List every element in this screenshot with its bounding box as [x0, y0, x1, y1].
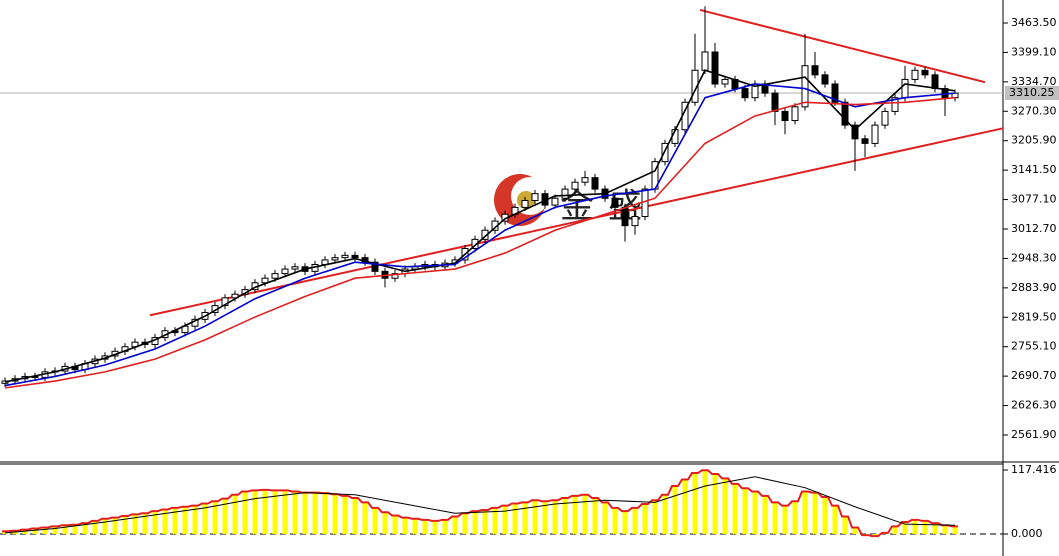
- histogram-outline: [2, 469, 958, 538]
- y-tick-label: 3205.90: [1011, 134, 1057, 147]
- y-tick-label: 2626.30: [1011, 399, 1057, 412]
- candle-body: [351, 254, 359, 259]
- candle-body: [391, 273, 399, 279]
- candle-body: [851, 124, 859, 140]
- candle-body: [281, 268, 289, 275]
- trend-line: [699, 8, 986, 84]
- y-tick-label: 0.000: [1011, 527, 1043, 540]
- y-tick-label: 3270.30: [1011, 104, 1057, 117]
- candle-body: [771, 92, 779, 112]
- y-tick-label: 3399.10: [1011, 45, 1057, 58]
- candle-body: [721, 78, 729, 85]
- candle-body: [691, 69, 699, 103]
- y-tick-label: 2755.10: [1011, 340, 1057, 353]
- y-tick-label: 3141.50: [1011, 163, 1057, 176]
- candle-body: [271, 273, 279, 279]
- candle-body: [901, 78, 909, 99]
- y-tick-label: 2690.70: [1011, 369, 1057, 382]
- y-tick-label: 3463.50: [1011, 16, 1057, 29]
- candle-body: [331, 257, 339, 261]
- candle-body: [931, 74, 939, 90]
- y-tick-label: 2948.30: [1011, 251, 1057, 264]
- candle-body: [571, 181, 579, 190]
- candle-body: [811, 65, 819, 76]
- candle-body: [701, 51, 709, 71]
- y-tick-label: 2561.90: [1011, 428, 1057, 441]
- candle-body: [821, 74, 829, 85]
- candle-body: [871, 124, 879, 144]
- candle-body: [781, 110, 789, 122]
- candle-body: [591, 177, 599, 190]
- candle-body: [741, 88, 749, 99]
- candle-body: [661, 142, 669, 163]
- candle-body: [521, 200, 529, 208]
- candle-body: [611, 197, 619, 208]
- candle-body: [231, 293, 239, 299]
- price-label-box: [1005, 86, 1059, 101]
- y-tick-label: 3077.10: [1011, 193, 1057, 206]
- y-tick-label: 117.416: [1011, 463, 1057, 476]
- y-tick-label: 3012.70: [1011, 222, 1057, 235]
- candle-body: [291, 266, 299, 270]
- candle-body: [531, 193, 539, 202]
- line-series: [4, 96, 956, 389]
- candle-body: [631, 216, 639, 227]
- candle-body: [831, 83, 839, 103]
- candle-body: [711, 51, 719, 85]
- line-series: [4, 83, 956, 387]
- candle-body: [1, 380, 9, 384]
- candle-body: [341, 254, 349, 259]
- y-tick-label: 3334.70: [1011, 75, 1057, 88]
- candle-body: [551, 197, 559, 206]
- candle-body: [921, 69, 929, 76]
- candle-body: [261, 277, 269, 284]
- candle-body: [791, 106, 799, 122]
- candle-body: [861, 138, 869, 144]
- candle-body: [371, 261, 379, 272]
- candle-body: [911, 69, 919, 80]
- price-label: 3310.25: [1009, 86, 1055, 99]
- y-tick-label: 2883.90: [1011, 281, 1057, 294]
- line-series: [4, 476, 956, 534]
- candle-body: [561, 188, 569, 199]
- candle-body: [621, 206, 629, 227]
- line-series: [4, 69, 956, 383]
- candle-body: [581, 177, 589, 183]
- y-tick-label: 2819.50: [1011, 310, 1057, 323]
- candle-body: [801, 65, 809, 108]
- candle-body: [471, 238, 479, 250]
- candle-body: [221, 297, 229, 307]
- candle-body: [881, 110, 889, 126]
- candle-body: [841, 101, 849, 126]
- candle-body: [891, 97, 899, 112]
